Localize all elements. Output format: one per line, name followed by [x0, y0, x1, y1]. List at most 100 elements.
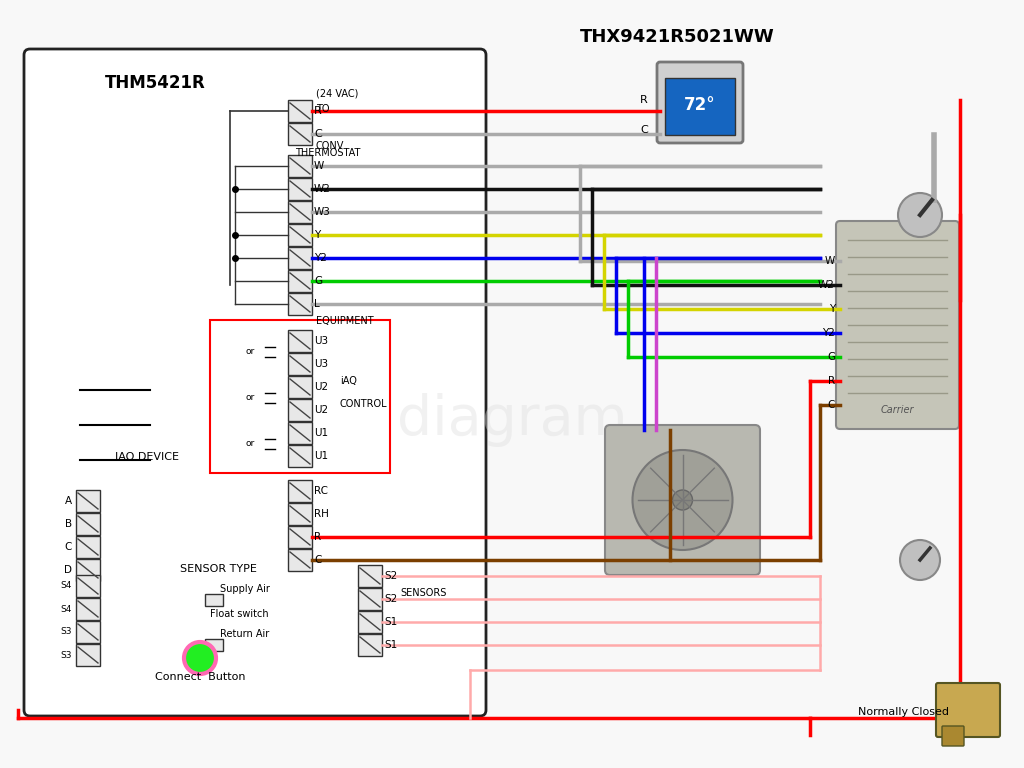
Bar — [288, 270, 312, 292]
FancyBboxPatch shape — [657, 62, 743, 143]
Bar — [288, 293, 312, 315]
Text: TO: TO — [316, 104, 330, 114]
Text: iAQ: iAQ — [340, 376, 357, 386]
Text: L: L — [314, 299, 319, 309]
Text: 72°: 72° — [684, 97, 716, 114]
Text: C: C — [827, 400, 835, 410]
Text: S1: S1 — [384, 617, 397, 627]
Text: IAQ DEVICE: IAQ DEVICE — [115, 452, 179, 462]
Bar — [288, 526, 312, 548]
Text: S1: S1 — [384, 640, 397, 650]
Text: S3: S3 — [60, 650, 72, 660]
Bar — [76, 490, 100, 512]
Text: or: or — [246, 347, 255, 356]
Circle shape — [898, 193, 942, 237]
Text: (24 VAC): (24 VAC) — [316, 89, 358, 99]
Text: CONV: CONV — [316, 141, 344, 151]
Text: S4: S4 — [60, 604, 72, 614]
Text: C: C — [314, 555, 322, 565]
Bar — [76, 513, 100, 535]
Bar — [76, 559, 100, 581]
Text: B: B — [65, 519, 72, 529]
Text: R: R — [314, 532, 322, 542]
Bar — [288, 247, 312, 269]
Text: R: R — [640, 95, 648, 105]
Text: Y2: Y2 — [822, 328, 835, 338]
Bar — [288, 224, 312, 246]
Bar — [205, 639, 223, 651]
Bar — [76, 644, 100, 666]
Text: U2: U2 — [314, 405, 328, 415]
Text: U1: U1 — [314, 428, 328, 438]
Text: Y: Y — [828, 304, 835, 314]
Text: U3: U3 — [314, 359, 328, 369]
Bar — [288, 353, 312, 375]
Text: G: G — [314, 276, 323, 286]
FancyBboxPatch shape — [936, 683, 1000, 737]
Text: or: or — [246, 393, 255, 402]
FancyBboxPatch shape — [942, 726, 964, 746]
Text: diagram: diagram — [396, 393, 628, 447]
Text: W3: W3 — [314, 207, 331, 217]
Bar — [76, 575, 100, 597]
Bar — [358, 565, 382, 587]
FancyBboxPatch shape — [836, 221, 959, 429]
Bar — [288, 376, 312, 398]
Text: D: D — [63, 565, 72, 575]
Bar — [288, 480, 312, 502]
Text: C: C — [314, 129, 322, 139]
FancyBboxPatch shape — [24, 49, 486, 716]
Bar — [288, 445, 312, 467]
Bar — [288, 549, 312, 571]
Text: R: R — [314, 106, 322, 116]
Text: S2: S2 — [384, 571, 397, 581]
Text: Float switch: Float switch — [210, 609, 268, 619]
Bar — [288, 178, 312, 200]
Circle shape — [900, 540, 940, 580]
Text: Connect  Button: Connect Button — [155, 672, 246, 682]
Bar — [205, 594, 223, 606]
Bar — [358, 634, 382, 656]
Text: CONTROL: CONTROL — [340, 399, 388, 409]
Text: W: W — [314, 161, 325, 171]
Text: Carrier: Carrier — [881, 405, 914, 415]
Text: Y2: Y2 — [314, 253, 327, 263]
Bar — [76, 536, 100, 558]
Text: RH: RH — [314, 509, 329, 519]
Bar — [288, 330, 312, 352]
Text: S4: S4 — [60, 581, 72, 591]
Text: S3: S3 — [60, 627, 72, 637]
Bar — [665, 78, 735, 135]
Bar — [76, 621, 100, 643]
Text: THX9421R5021WW: THX9421R5021WW — [580, 28, 775, 46]
Text: W2: W2 — [818, 280, 835, 290]
Text: C: C — [640, 125, 648, 135]
Text: SENSOR TYPE: SENSOR TYPE — [180, 564, 257, 574]
Circle shape — [673, 490, 692, 510]
Bar — [288, 100, 312, 122]
Bar — [76, 598, 100, 620]
Text: THERMOSTAT: THERMOSTAT — [295, 148, 360, 158]
Bar — [288, 399, 312, 421]
Text: A: A — [65, 496, 72, 506]
Text: U2: U2 — [314, 382, 328, 392]
Circle shape — [633, 450, 732, 550]
Text: S2: S2 — [384, 594, 397, 604]
Circle shape — [184, 642, 216, 674]
FancyBboxPatch shape — [605, 425, 760, 575]
Text: W: W — [824, 256, 835, 266]
Text: Normally Closed: Normally Closed — [858, 707, 949, 717]
Text: THM5421R: THM5421R — [105, 74, 206, 92]
Bar — [288, 503, 312, 525]
Text: C: C — [65, 542, 72, 552]
Bar — [358, 588, 382, 610]
Bar — [288, 155, 312, 177]
Bar — [288, 422, 312, 444]
Text: EQUIPMENT: EQUIPMENT — [316, 316, 374, 326]
Text: Y: Y — [314, 230, 321, 240]
Text: Supply Air: Supply Air — [220, 584, 270, 594]
Text: U3: U3 — [314, 336, 328, 346]
Text: R: R — [827, 376, 835, 386]
Text: SENSORS: SENSORS — [400, 588, 446, 598]
Bar — [288, 201, 312, 223]
